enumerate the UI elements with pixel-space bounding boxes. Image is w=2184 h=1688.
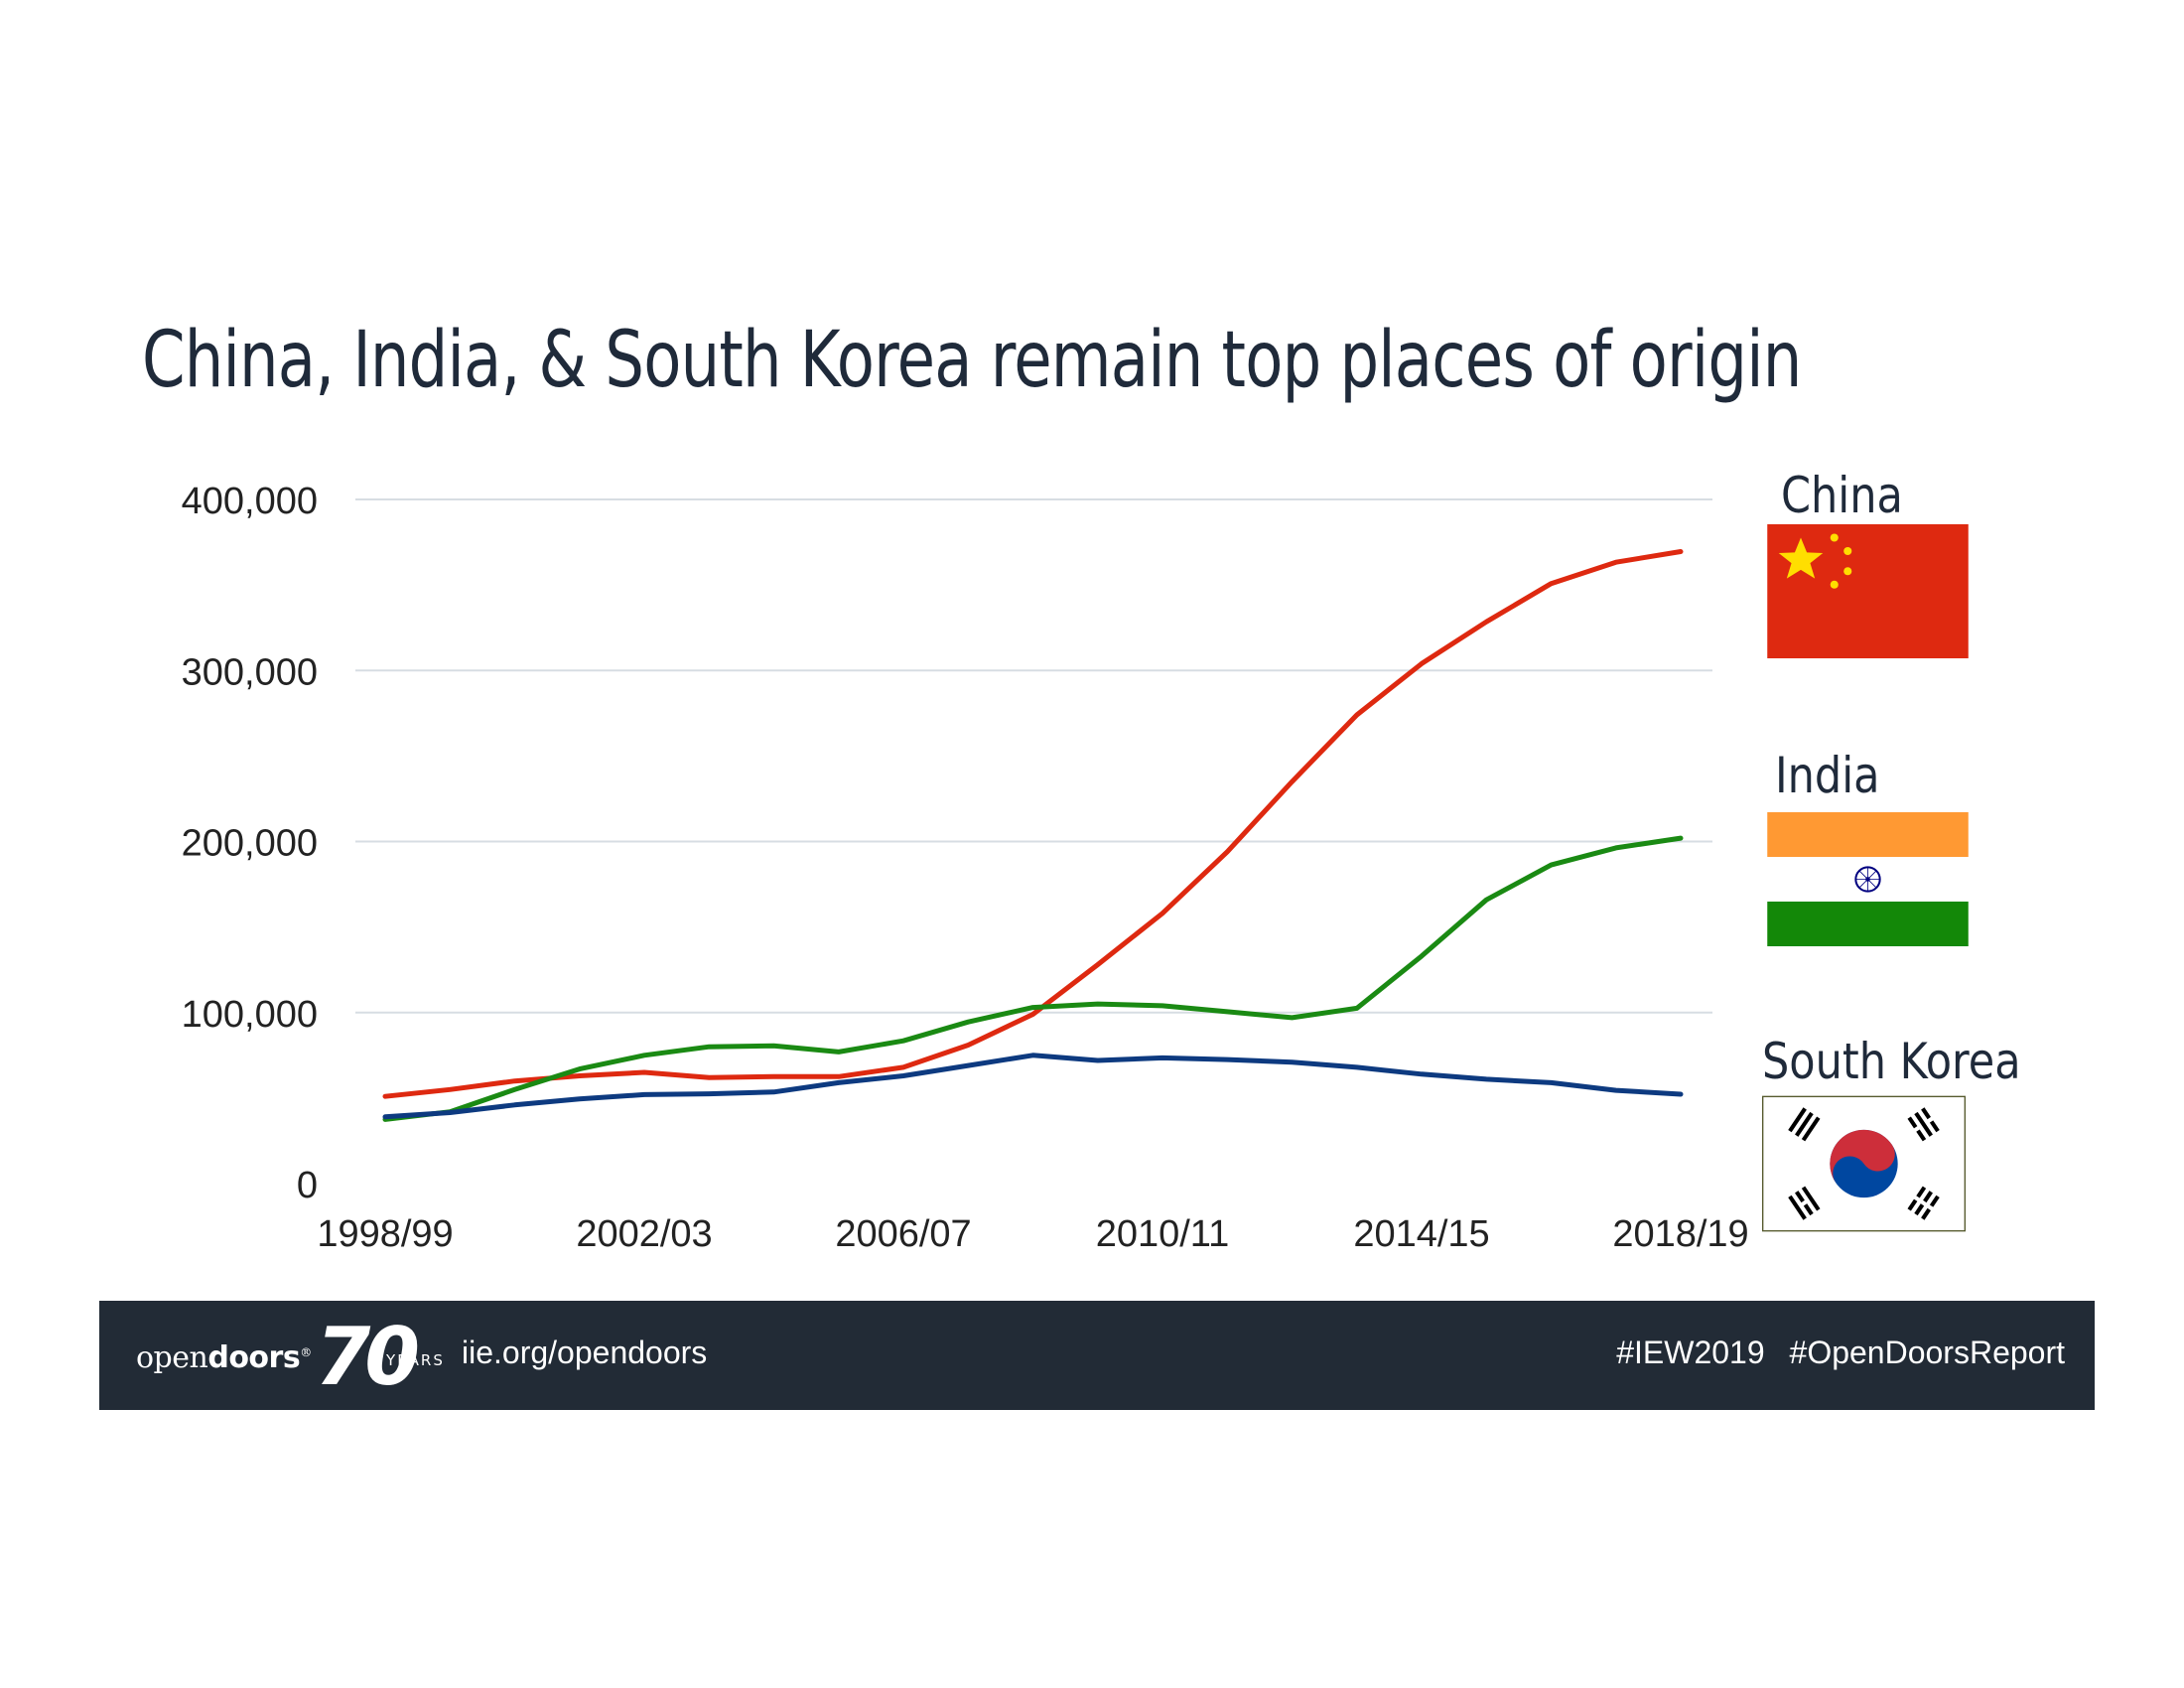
footer-url[interactable]: iie.org/opendoors <box>462 1335 708 1370</box>
logo-word-light: open <box>136 1339 208 1375</box>
logo-years: YEARS <box>386 1351 445 1369</box>
china-flag-icon <box>1767 524 1969 658</box>
logo-word: opendoors® <box>136 1340 312 1375</box>
x-tick-label: 2014/15 <box>1353 1213 1489 1255</box>
y-tick-label: 100,000 <box>182 994 318 1036</box>
chart-title: China, India, & South Korea remain top p… <box>142 316 1802 405</box>
legend-label-china: China <box>1781 467 1903 524</box>
x-tick-label: 2006/07 <box>835 1213 971 1255</box>
x-tick-label: 1998/99 <box>317 1213 453 1255</box>
legend-label-south-korea: South Korea <box>1762 1033 2021 1090</box>
y-axis-ticks: 0 100,000 200,000 300,000 400,000 <box>182 481 318 1206</box>
y-tick-label: 0 <box>297 1165 318 1206</box>
south-korea-flag-icon <box>1762 1095 1966 1232</box>
y-tick-label: 300,000 <box>182 651 318 693</box>
legend-label-india: India <box>1775 747 1880 804</box>
opendoors-logo: opendoors® 70 YEARS <box>136 1318 445 1397</box>
x-tick-label: 2002/03 <box>576 1213 712 1255</box>
series-line-india <box>382 835 1684 1122</box>
logo-registered: ® <box>300 1344 312 1359</box>
india-flag-icon <box>1767 812 1969 946</box>
y-tick-label: 200,000 <box>182 823 318 865</box>
line-chart: 0 100,000 200,000 300,000 400,000 1998/99 200… <box>182 481 1749 1255</box>
footer-bar: opendoors® 70 YEARS iie.org/opendoors #I… <box>99 1301 2095 1410</box>
y-tick-label: 400,000 <box>182 481 318 522</box>
x-tick-label: 2010/11 <box>1096 1213 1230 1255</box>
series-line-south-korea <box>382 1053 1684 1120</box>
logo-number: 70 <box>315 1311 420 1403</box>
series-lines <box>382 549 1684 1122</box>
x-axis-ticks: 1998/99 2002/03 2006/07 2010/11 2014/15 2018/… <box>317 1213 1748 1255</box>
logo-word-bold: doors <box>207 1339 301 1375</box>
series-line-china <box>382 549 1684 1099</box>
chart-grid <box>355 498 1712 1014</box>
x-tick-label: 2018/19 <box>1612 1213 1748 1255</box>
footer-hashtags: #IEW2019 #OpenDoorsReport <box>1616 1335 2065 1370</box>
